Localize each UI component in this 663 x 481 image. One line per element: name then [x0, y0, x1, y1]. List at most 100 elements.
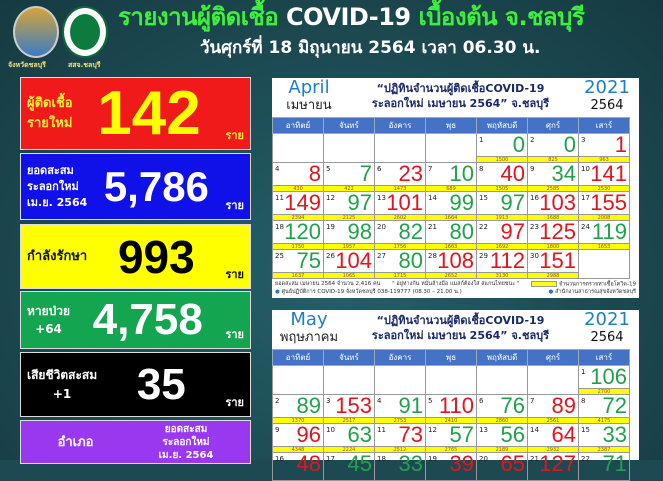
- day-number: 4: [377, 397, 382, 405]
- daily-cases: 141: [590, 161, 627, 186]
- day-number: 18: [275, 223, 284, 231]
- calendar-week: 4 8 430 5 7 422 6 23 1473 7 10 689 8 40 1505 9 34 2585 10 1…: [272, 161, 630, 192]
- calendar-day: 7 10 689: [425, 161, 477, 192]
- daily-tests: 1505: [477, 185, 527, 192]
- calendar-day: 5 7 422: [323, 161, 375, 192]
- day-number: 17: [326, 455, 335, 463]
- daily-tests: 2530: [579, 185, 629, 192]
- day-number: 5: [428, 397, 433, 405]
- daily-cases: 65: [500, 451, 525, 476]
- title-part: รายงานผู้ติดเชื้อ: [118, 3, 287, 31]
- daily-cases: 33: [602, 422, 627, 447]
- day-number: 21: [530, 455, 539, 463]
- calendar-header: May พฤษภาคม “ปฏิทินจำนวนผู้ติดเชื้อCOVID-…: [272, 310, 639, 349]
- daily-cases: 7: [359, 161, 372, 186]
- calendar-title: “ปฏิทินจำนวนผู้ติดเชื้อCOVID-19 ระลอกใหม่…: [371, 82, 550, 110]
- deaths-box: เสียชีวิตสะสม +1 35 ราย: [20, 352, 251, 417]
- daily-cases: 63: [347, 422, 372, 447]
- treating-label: กำลังรักษา: [27, 249, 88, 264]
- calendar-empty-cell: [272, 133, 324, 163]
- district-cumulative-header: ยอดสะสม ระลอกใหม่ เม.ย. 2564: [158, 423, 214, 461]
- daily-tests: 689: [426, 185, 476, 192]
- daily-tests: 1500: [477, 156, 527, 163]
- day-number: 15: [581, 426, 590, 434]
- daily-cases: 125: [539, 219, 576, 244]
- calendar-day: 22 71: [578, 452, 630, 481]
- calendar-week: 11 149 2394 12 97 2125 13 101 2602 14 99 1664 15 97 19…: [272, 190, 630, 221]
- year-thai: 2564: [590, 98, 624, 113]
- unit: ราย: [225, 199, 244, 212]
- calendar-day: 16 103 1688: [527, 191, 579, 221]
- calendar-day: 8 40 1505: [476, 162, 528, 192]
- cumulative-label: ยอดสะสม ระลอกใหม่ เม.ย. 2564: [27, 163, 88, 209]
- calendar-week: 9 96 4348 10 63 2224 11 73 2512 12 57 2765 13 56 2189 1…: [272, 422, 630, 453]
- weekday-header: อังคาร: [374, 117, 426, 134]
- calendar-day: 11 149 2394: [272, 191, 324, 221]
- calendar-day: 21 127: [527, 452, 579, 481]
- calendar-empty-cell: [272, 365, 324, 395]
- daily-tests: 2387: [579, 446, 629, 453]
- calendar-empty-cell: [323, 365, 375, 395]
- calendar-footer: ยอดสะสม เมษายน 2564 จำนวน 2,416 คน " อยู…: [272, 279, 639, 296]
- calendar-day: 14 64 2932: [527, 423, 579, 453]
- daily-tests: 1370: [273, 417, 323, 424]
- calendar-day: 29 112 3130: [476, 248, 528, 279]
- calendar-day: 26 104 1065: [323, 249, 375, 279]
- calendar-day: 6 23 1473: [374, 162, 426, 192]
- day-number: 21: [428, 223, 437, 231]
- health-office-logo: [62, 6, 108, 58]
- calendar-day: 15 97 1913: [476, 190, 528, 221]
- calendar-day: 7 89 2561: [527, 394, 579, 424]
- day-number: 11: [377, 426, 386, 434]
- daily-cases: 119: [591, 219, 627, 244]
- title-part: เบื้องต้น จ.ชลบุรี: [410, 3, 585, 31]
- cumulative-box: ยอดสะสม ระลอกใหม่ เม.ย. 2564 5,786 ราย: [20, 153, 251, 220]
- calendar-day: 25 75 1637: [272, 249, 324, 279]
- daily-tests: 2512: [375, 446, 425, 453]
- calendar-day: 3 1 963: [578, 133, 630, 163]
- calendar-day: 12 97 2125: [323, 191, 375, 221]
- daily-cases: 101: [386, 190, 423, 215]
- day-number: 22: [479, 223, 488, 231]
- calendar-empty-cell: [425, 365, 477, 395]
- calendar-day: 3 153 2517: [323, 394, 375, 424]
- month-name-thai: พฤษภาคม: [279, 330, 339, 345]
- calendar-week: 1 106 2700: [272, 365, 630, 395]
- daily-tests: 2394: [273, 214, 323, 221]
- daily-cases: 112: [489, 248, 525, 273]
- calendar-week: 2 89 1370 3 153 2517 4 91 2753 5 110 2410 6 76 2860 7 89…: [272, 394, 630, 424]
- daily-cases: 0: [512, 132, 525, 157]
- daily-tests: 1957: [324, 243, 374, 250]
- daily-tests: 2008: [579, 214, 629, 221]
- weekday-header: จันทร์: [323, 349, 375, 366]
- daily-cases: 39: [449, 451, 474, 476]
- deaths-label: เสียชีวิตสะสม +1: [27, 367, 98, 401]
- weekday-header: อังคาร: [374, 349, 426, 366]
- calendar-day: 20 82 1756: [374, 220, 426, 250]
- daily-tests: 2753: [375, 417, 425, 424]
- calendar-day: 30 151 2988: [527, 249, 579, 279]
- calendar-title: “ปฏิทินจำนวนผู้ติดเชื้อCOVID-19 ระลอกใหม่…: [371, 314, 550, 342]
- day-number: 4: [275, 165, 280, 173]
- day-number: 6: [479, 397, 484, 405]
- day-number: 22: [581, 455, 590, 463]
- day-number: 15: [479, 194, 488, 202]
- day-number: 16: [275, 455, 284, 463]
- calendar-day: 12 57 2765: [425, 423, 477, 453]
- daily-tests: 1800: [528, 243, 578, 250]
- day-number: 2: [275, 397, 280, 405]
- calendar-day: 9 96 4348: [272, 423, 324, 453]
- daily-tests: 422: [324, 185, 374, 192]
- calendar-week: 16 48 17 45 18 33 19 39 20 65 21 127 22 71: [272, 451, 630, 481]
- day-number: 18: [377, 455, 386, 463]
- calendar-day: 19 98 1957: [323, 220, 375, 250]
- daily-tests: 1663: [426, 243, 476, 250]
- daily-cases: 0: [563, 132, 576, 157]
- calendar-day: 18 33: [374, 452, 426, 481]
- unit: ราย: [225, 129, 244, 142]
- daily-cases: 155: [590, 190, 627, 215]
- daily-tests: 1473: [375, 185, 425, 192]
- daily-cases: 97: [500, 190, 525, 215]
- day-number: 30: [530, 252, 539, 260]
- daily-cases: 10: [449, 161, 474, 186]
